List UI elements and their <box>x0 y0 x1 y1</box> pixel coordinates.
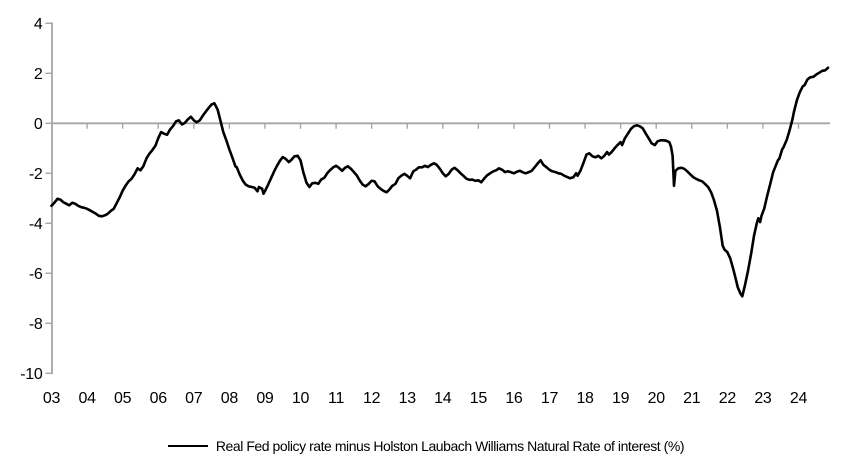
x-axis-tick-label: 14 <box>434 390 452 407</box>
x-axis-tick-label: 11 <box>328 390 344 407</box>
x-axis-tick-label: 21 <box>683 390 701 407</box>
x-axis-tick-label: 16 <box>505 390 523 407</box>
legend-line-swatch-icon <box>167 445 208 447</box>
x-axis-tick-label: 05 <box>114 390 132 407</box>
series-line <box>50 66 830 298</box>
x-axis-tick-label: 10 <box>292 390 310 407</box>
x-axis-tick-label: 13 <box>399 390 417 407</box>
x-axis-tick-label: 03 <box>43 390 61 407</box>
x-axis-tick-label: 08 <box>221 390 239 407</box>
y-axis-tick-label: 4 <box>34 16 43 33</box>
x-axis-tick-label: 06 <box>150 390 168 407</box>
legend: Real Fed policy rate minus Holston Lauba… <box>0 438 852 454</box>
x-axis-tick-label: 23 <box>754 390 772 407</box>
x-axis-tick-label: 24 <box>790 390 808 407</box>
x-axis-tick-label: 15 <box>470 390 488 407</box>
legend-label: Real Fed policy rate minus Holston Lauba… <box>215 438 685 454</box>
x-axis-tick-label: 17 <box>541 390 559 407</box>
x-axis-tick-label: 19 <box>612 390 630 407</box>
x-axis-tick-label: 20 <box>648 390 666 407</box>
y-axis-tick-label: -2 <box>29 166 43 183</box>
y-axis-tick-label: 0 <box>34 116 43 133</box>
y-axis-tick-label: -8 <box>29 316 43 333</box>
x-axis-tick-label: 12 <box>363 390 381 407</box>
x-axis-tick-label: 09 <box>256 390 274 407</box>
y-axis-tick-label: -10 <box>20 366 43 383</box>
x-axis-tick-label: 22 <box>719 390 737 407</box>
y-axis-tick-label: -4 <box>29 216 43 233</box>
x-axis-tick-label: 07 <box>185 390 203 407</box>
y-axis-tick-label: 2 <box>34 66 43 83</box>
y-axis-tick-label: -6 <box>29 266 43 283</box>
x-axis-tick-label: 04 <box>78 390 96 407</box>
x-axis-tick-label: 18 <box>576 390 594 407</box>
